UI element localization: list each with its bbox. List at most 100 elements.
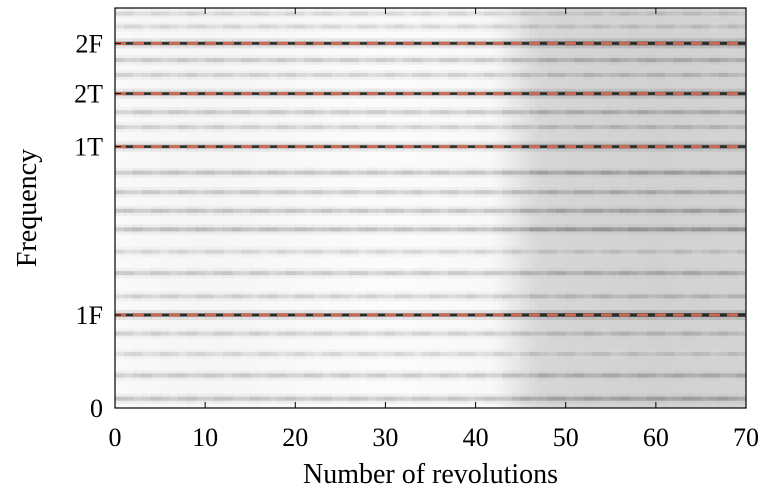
band-segment [385, 396, 396, 401]
band-segment [367, 396, 378, 401]
band-halo [529, 187, 540, 198]
band-halo [718, 167, 729, 178]
band-segment [691, 227, 702, 232]
band-segment [178, 24, 188, 29]
band-segment [574, 294, 585, 299]
band-halo [124, 393, 134, 404]
band-halo [124, 246, 134, 257]
band-halo [394, 349, 405, 360]
band-segment [556, 125, 567, 130]
band-halo [385, 107, 396, 118]
heat-column [534, 8, 540, 408]
band-halo [520, 291, 531, 302]
band-halo [475, 370, 486, 381]
band-halo [313, 55, 323, 66]
band-halo [637, 246, 648, 257]
x-tick-label: 30 [372, 423, 398, 452]
band-halo [178, 55, 188, 66]
band-halo [511, 224, 522, 235]
band-segment [529, 331, 540, 336]
band-halo [646, 187, 657, 198]
band-segment [322, 190, 332, 195]
band-halo [574, 349, 585, 360]
band-segment [448, 294, 459, 299]
band-halo [592, 328, 603, 339]
band-segment [178, 396, 188, 401]
band-halo [133, 370, 143, 381]
band-halo [394, 55, 405, 66]
band-halo [736, 167, 746, 178]
band-halo [610, 69, 621, 80]
band-segment [574, 58, 585, 63]
band-halo [115, 205, 125, 216]
band-segment [178, 227, 188, 232]
band-segment [457, 208, 468, 213]
band-segment [394, 125, 405, 130]
heat-column [453, 8, 459, 408]
band-halo [187, 107, 197, 118]
band-segment [187, 170, 197, 175]
heat-column [529, 8, 535, 408]
band-segment [232, 294, 242, 299]
band-segment [160, 331, 170, 336]
band-segment [268, 227, 278, 232]
band-halo [115, 122, 125, 133]
band-segment [349, 190, 359, 195]
band-halo [475, 246, 486, 257]
band-segment [502, 331, 513, 336]
band-segment [124, 24, 134, 29]
band-halo [232, 187, 242, 198]
band-segment [655, 170, 666, 175]
band-halo [673, 8, 684, 19]
band-halo [646, 370, 657, 381]
band-segment [304, 396, 314, 401]
heat-column [403, 8, 409, 408]
band-segment [142, 271, 152, 276]
band-segment [331, 373, 341, 378]
band-segment [511, 331, 522, 336]
heat-column [146, 8, 152, 408]
band-halo [367, 55, 378, 66]
band-segment [124, 72, 134, 77]
band-segment [691, 352, 702, 357]
band-segment [583, 294, 594, 299]
band-segment [574, 190, 585, 195]
band-halo [385, 224, 396, 235]
heat-column [218, 8, 224, 408]
band-segment [250, 11, 260, 16]
heat-column [191, 8, 197, 408]
band-halo [511, 349, 522, 360]
band-segment [169, 190, 179, 195]
band-segment [331, 294, 341, 299]
band-halo [565, 224, 576, 235]
band-segment [430, 24, 441, 29]
band-segment [655, 24, 666, 29]
band-segment [277, 352, 287, 357]
band-halo [574, 107, 585, 118]
spectral-band [115, 393, 746, 404]
band-segment [412, 249, 423, 254]
band-segment [601, 72, 612, 77]
band-halo [331, 8, 341, 19]
band-segment [124, 110, 134, 115]
band-halo [259, 107, 269, 118]
band-halo [376, 21, 387, 32]
band-segment [322, 373, 332, 378]
band-halo [484, 167, 495, 178]
band-halo [376, 55, 387, 66]
band-halo [376, 167, 387, 178]
band-segment [313, 190, 323, 195]
band-segment [313, 227, 323, 232]
band-segment [574, 396, 585, 401]
band-halo [313, 393, 323, 404]
band-segment [538, 58, 549, 63]
band-segment [727, 271, 738, 276]
band-halo [277, 167, 287, 178]
band-halo [394, 167, 405, 178]
band-halo [448, 107, 459, 118]
band-segment [223, 24, 233, 29]
band-segment [214, 331, 224, 336]
band-segment [259, 208, 269, 213]
band-halo [259, 167, 269, 178]
